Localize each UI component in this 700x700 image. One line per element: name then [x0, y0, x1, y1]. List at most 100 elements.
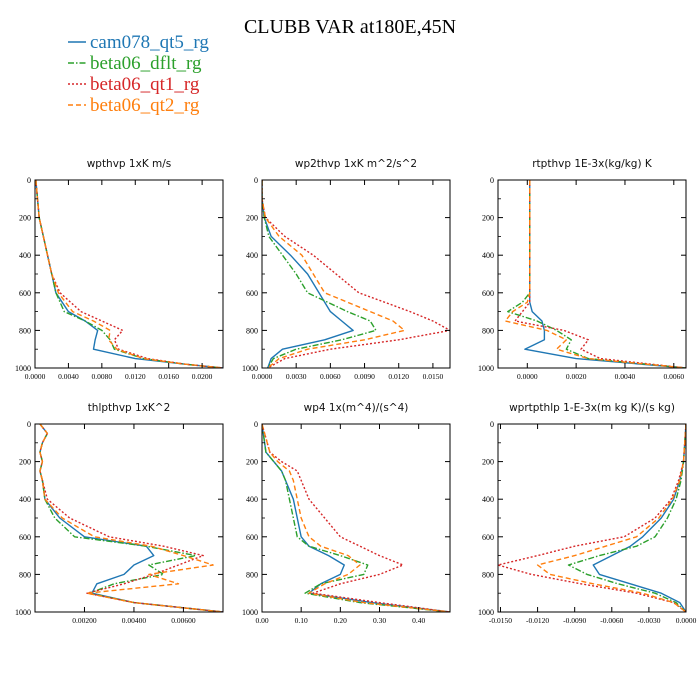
x-tick-label: -0.0030 [637, 616, 660, 625]
series-line [262, 424, 450, 612]
series-line [35, 180, 223, 368]
y-tick-label: 1000 [478, 364, 494, 373]
series-line [262, 180, 377, 368]
x-tick-label: 0.0120 [125, 372, 146, 381]
legend-label: beta06_qt1_rg [90, 74, 200, 95]
chart-panel: thlpthvp 1xK^2 0 200 400 600 800 1000 0.00200 0.… [15, 402, 224, 625]
y-tick-label: 1000 [15, 608, 31, 617]
panel-title: wpthvp 1xK m/s [87, 158, 172, 170]
series-line [35, 180, 223, 368]
series-line [262, 180, 450, 368]
y-tick-label: 800 [246, 570, 258, 579]
x-tick-label: 0.0120 [388, 372, 409, 381]
figure-title: CLUBB VAR at180E,45N [244, 16, 456, 38]
y-tick-label: 600 [246, 289, 258, 298]
x-tick-label: 0.00 [255, 616, 268, 625]
series-line [262, 424, 450, 612]
x-tick-label: -0.0060 [600, 616, 623, 625]
x-tick-label: 0.30 [373, 616, 386, 625]
y-tick-label: 0 [490, 176, 494, 185]
series-line [262, 180, 354, 368]
x-tick-label: 0.0030 [286, 372, 307, 381]
x-tick-label: 0.10 [295, 616, 308, 625]
y-tick-label: 600 [482, 533, 494, 542]
panel-title: wprtpthlp 1-E-3x(m kg K)/(s kg) [509, 402, 675, 414]
x-tick-label: 0.0090 [354, 372, 375, 381]
y-tick-label: 800 [19, 326, 31, 335]
x-tick-label: 0.00600 [171, 616, 196, 625]
y-tick-label: 600 [482, 289, 494, 298]
series-line [507, 180, 686, 368]
plot-frame [261, 423, 451, 613]
series-line [35, 180, 223, 368]
y-tick-label: 200 [482, 214, 494, 223]
y-tick-label: 1000 [242, 608, 258, 617]
y-tick-label: 1000 [15, 364, 31, 373]
y-tick-label: 200 [19, 458, 31, 467]
series-line [39, 424, 223, 612]
series-line [39, 424, 223, 612]
x-tick-label: 0.0060 [320, 372, 341, 381]
chart-panel: rtpthvp 1E-3x(kg/kg) K 0 200 400 600 800 1000 0… [478, 158, 687, 381]
x-tick-label: 0.0060 [663, 372, 684, 381]
x-tick-label: -0.0120 [526, 616, 549, 625]
y-tick-label: 0 [254, 420, 258, 429]
series-line [504, 180, 686, 368]
x-tick-label: 0.0000 [517, 372, 538, 381]
plot-frame [34, 179, 224, 369]
series-line [514, 180, 686, 368]
y-tick-label: 800 [482, 570, 494, 579]
series-line [39, 424, 223, 612]
y-tick-label: 200 [246, 214, 258, 223]
y-tick-label: 1000 [478, 608, 494, 617]
series-group [35, 180, 223, 368]
y-tick-label: 200 [482, 458, 494, 467]
x-tick-label: 0.0160 [158, 372, 179, 381]
x-tick-label: 0.0150 [423, 372, 444, 381]
y-tick-label: 400 [482, 251, 494, 260]
plot-frame [497, 179, 687, 369]
y-tick-label: 400 [246, 495, 258, 504]
y-tick-label: 600 [19, 533, 31, 542]
plot-frame [261, 179, 451, 369]
legend: cam078_qt5_rgbeta06_dflt_rgbeta06_qt1_rg… [68, 32, 209, 116]
y-tick-label: 1000 [242, 364, 258, 373]
x-tick-label: 0.20 [334, 616, 347, 625]
series-line [567, 424, 686, 612]
legend-label: cam078_qt5_rg [90, 32, 209, 53]
chart-panel: wprtpthlp 1-E-3x(m kg K)/(s kg) 0 200 400 60… [478, 402, 697, 625]
x-tick-label: -0.0150 [489, 616, 512, 625]
x-tick-label: 0.0040 [58, 372, 79, 381]
x-tick-label: 0.00200 [72, 616, 97, 625]
x-tick-label: 0.40 [412, 616, 425, 625]
panel-title: wp4 1x(m^4)/(s^4) [304, 402, 409, 414]
series-group [39, 424, 223, 612]
x-tick-label: 0.0020 [566, 372, 587, 381]
x-tick-label: 0.0200 [192, 372, 213, 381]
series-line [39, 424, 223, 612]
panel-title: thlpthvp 1xK^2 [88, 402, 171, 414]
series-line [592, 424, 686, 612]
series-line [35, 180, 223, 368]
chart-panel: wp2thvp 1xK m^2/s^2020040060080010000.00… [242, 158, 451, 381]
series-line [536, 424, 686, 612]
series-group [498, 424, 686, 612]
y-tick-label: 0 [254, 176, 258, 185]
x-tick-label: 0.00400 [122, 616, 147, 625]
series-line [524, 180, 686, 368]
y-tick-label: 600 [246, 533, 258, 542]
y-tick-label: 0 [27, 420, 31, 429]
series-group [262, 180, 450, 368]
y-tick-label: 800 [482, 326, 494, 335]
series-group [262, 424, 450, 612]
legend-label: beta06_dflt_rg [90, 53, 202, 74]
y-tick-label: 800 [19, 570, 31, 579]
y-tick-label: 600 [19, 289, 31, 298]
x-tick-label: 0.0000 [25, 372, 46, 381]
series-line [262, 424, 450, 612]
y-tick-label: 400 [246, 251, 258, 260]
x-tick-label: 0.0000 [676, 616, 697, 625]
